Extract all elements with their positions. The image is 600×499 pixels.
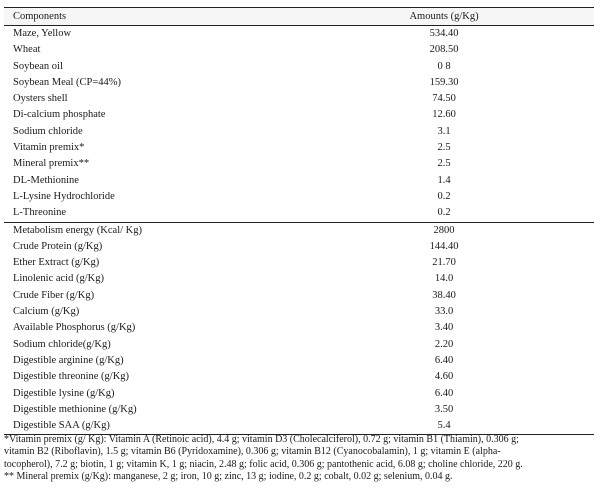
row-value: 3.50 <box>434 403 454 415</box>
footnote-vitamin-line-3: tocopherol), 7.2 g; biotin, 1 g; vitamin… <box>4 458 523 470</box>
row-value: 0.2 <box>437 190 451 202</box>
row-label: Wheat <box>13 44 41 56</box>
row-value: 12.60 <box>432 109 456 121</box>
table-row: Digestible lysine (g/Kg) 6.40 <box>4 386 594 402</box>
row-value: 33.0 <box>434 306 454 318</box>
row-label: Crude Protein (g/Kg) <box>13 240 103 252</box>
row-value: 3.1 <box>437 125 451 137</box>
row-value: 14.0 <box>434 273 454 285</box>
table-row: Digestible methionine (g/Kg) 3.50 <box>4 402 594 418</box>
row-value: 2.20 <box>434 338 454 350</box>
table-row: Di-calcium phosphate 12.60 <box>4 107 594 123</box>
nutrients-section: Metabolism energy (Kcal/ Kg) 2800 Crude Pr… <box>4 221 594 435</box>
table-row: Oysters shell 74.50 <box>4 91 594 107</box>
table-row: Vitamin premix* 2.5 <box>4 140 594 156</box>
row-value: 2.5 <box>437 142 451 154</box>
table-row: Digestible arginine (g/Kg) 6.40 <box>4 353 594 369</box>
table-row: Crude Protein (g/Kg) 144.40 <box>4 239 594 255</box>
row-value: 1.4 <box>437 174 451 186</box>
table-row: Soybean oil 0 8 <box>4 59 594 75</box>
row-label: DL-Methionine <box>13 174 79 186</box>
row-label: Available Phosphorus (g/Kg) <box>13 322 136 334</box>
table-row: L-Lysine Hydrochloride 0.2 <box>4 189 594 205</box>
table-row: Calcium (g/Kg) 33.0 <box>4 304 594 320</box>
row-value: 21.70 <box>432 257 456 269</box>
row-value: 5.4 <box>437 420 451 432</box>
footnotes: *Vitamin premix (g/ Kg): Vitamin A (Reti… <box>4 434 598 484</box>
row-label: Digestible threonine (g/Kg) <box>13 371 130 383</box>
row-label: Sodium chloride <box>13 125 83 137</box>
table-row: Available Phosphorus (g/Kg) 3.40 <box>4 320 594 336</box>
composition-table: Components Amounts (g/Kg) Maze, Yellow 53… <box>4 7 594 436</box>
footnote-vitamin-line-1: *Vitamin premix (g/ Kg): Vitamin A (Reti… <box>4 434 519 445</box>
table-row: Soybean Meal (CP=44%) 159.30 <box>4 75 594 91</box>
row-value: 2.5 <box>437 158 451 170</box>
row-label: Linolenic acid (g/Kg) <box>13 273 104 285</box>
row-label: Ether Extract (g/Kg) <box>13 257 100 269</box>
row-value: 3.40 <box>434 322 454 334</box>
ingredients-section: Maze, Yellow 534.40 Wheat 208.50 Soybean oil… <box>4 26 594 222</box>
footnote-mineral: ** Mineral premix (g/Kg): manganese, 2 g… <box>4 471 453 483</box>
table-row: Linolenic acid (g/Kg) 14.0 <box>4 271 594 287</box>
table-row: Sodium chloride 3.1 <box>4 124 594 140</box>
table-row: Metabolism energy (Kcal/ Kg) 2800 <box>4 223 594 239</box>
row-label: Digestible arginine (g/Kg) <box>13 354 124 366</box>
row-label: Digestible SAA (g/Kg) <box>13 420 110 432</box>
row-label: Crude Fiber (g/Kg) <box>13 289 95 301</box>
footnote-vitamin-line-2: vitamin B2 (Riboflavin), 1.5 g; vitamin … <box>4 446 501 458</box>
row-label: Digestible methionine (g/Kg) <box>13 403 137 415</box>
table-row: Maze, Yellow 534.40 <box>4 26 594 42</box>
row-label: Vitamin premix* <box>13 142 85 154</box>
row-value: 534.40 <box>429 28 459 39</box>
row-label: Metabolism energy (Kcal/ Kg) <box>13 224 142 236</box>
row-label: Soybean Meal (CP=44%) <box>13 76 121 88</box>
row-value: 38.40 <box>432 289 456 301</box>
row-label: Mineral premix** <box>13 158 90 170</box>
row-label: L-Lysine Hydrochloride <box>13 190 115 202</box>
table-row: Wheat 208.50 <box>4 42 594 58</box>
row-label: Maze, Yellow <box>13 28 72 39</box>
header-amounts: Amounts (g/Kg) <box>409 11 479 22</box>
row-value: 144.40 <box>429 240 459 252</box>
table-header: Components Amounts (g/Kg) <box>4 8 594 26</box>
row-value: 208.50 <box>429 44 459 56</box>
row-label: Sodium chloride(g/Kg) <box>13 338 111 350</box>
row-value: 74.50 <box>432 93 456 105</box>
row-value: 159.30 <box>429 76 459 88</box>
row-label: Oysters shell <box>13 93 68 105</box>
row-label: L-Threonine <box>13 207 67 219</box>
row-label: Calcium (g/Kg) <box>13 306 80 318</box>
header-components: Components <box>13 11 67 22</box>
table-row: Ether Extract (g/Kg) 21.70 <box>4 255 594 271</box>
row-value: 2800 <box>433 224 455 236</box>
table-row: Sodium chloride(g/Kg) 2.20 <box>4 337 594 353</box>
row-label: Digestible lysine (g/Kg) <box>13 387 115 399</box>
table-row: DL-Methionine 1.4 <box>4 173 594 189</box>
row-value: 6.40 <box>434 354 454 366</box>
row-value: 6.40 <box>434 387 454 399</box>
row-value: 0.2 <box>437 207 451 219</box>
row-value: 4.60 <box>434 371 454 383</box>
row-label: Di-calcium phosphate <box>13 109 106 121</box>
table-row: Digestible threonine (g/Kg) 4.60 <box>4 369 594 385</box>
row-value: 0 8 <box>437 60 451 72</box>
table-row: Digestible SAA (g/Kg) 5.4 <box>4 418 594 434</box>
table-row: Mineral premix** 2.5 <box>4 156 594 172</box>
table-row: L-Threonine 0.2 <box>4 205 594 221</box>
row-label: Soybean oil <box>13 60 63 72</box>
table-row: Crude Fiber (g/Kg) 38.40 <box>4 288 594 304</box>
